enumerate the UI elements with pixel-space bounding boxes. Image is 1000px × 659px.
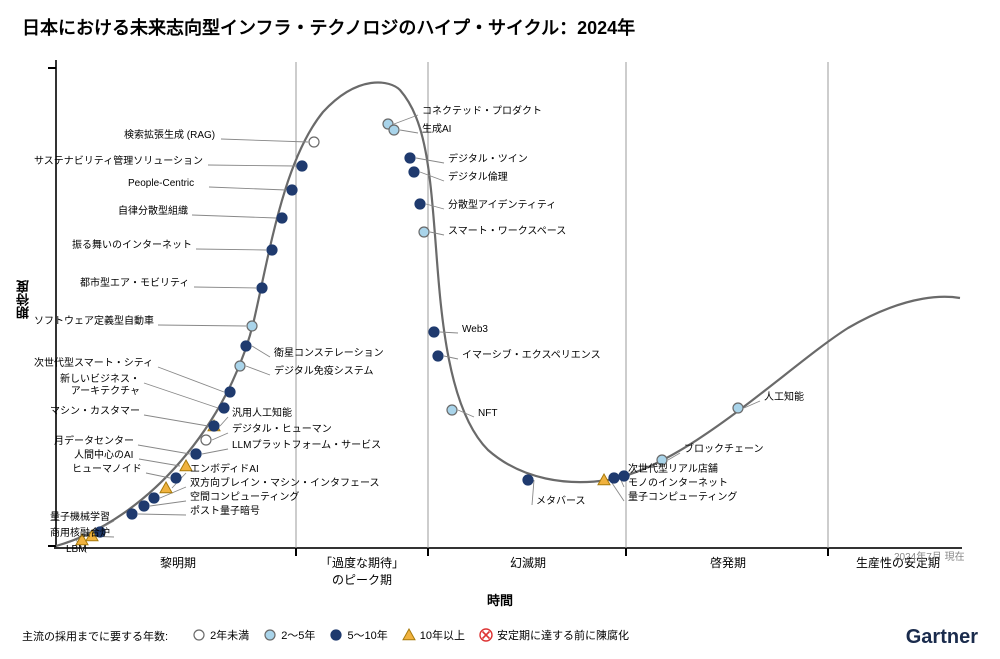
chart-title: 日本における未来志向型インフラ・テクノロジのハイプ・サイクル：2024年 [22, 14, 635, 40]
legend-title: 主流の採用までに要する年数: [22, 628, 168, 644]
tech-label: サステナビリティ管理ソリューション [34, 156, 203, 168]
tech-label: デジタル・ヒューマン [232, 424, 332, 436]
tech-label: Web3 [462, 324, 488, 336]
tech-label: コネクテッド・プロダクト [422, 106, 542, 118]
tech-label: LLMプラットフォーム・サービス [232, 440, 381, 452]
tech-label: NFT [478, 408, 497, 420]
tech-label: 自律分散型組織 [118, 206, 188, 218]
tech-label: 双方向ブレイン・マシン・インタフェース [190, 478, 380, 490]
legend-item-label: 10年以上 [420, 627, 465, 643]
legend-item: 5〜10年 [329, 627, 387, 643]
tech-label: マシン・カスタマー [50, 406, 140, 418]
legend-item-label: 安定期に達する前に陳腐化 [497, 627, 629, 643]
tech-label: 量子機械学習 [50, 512, 110, 524]
tech-label: デジタル・ツイン [448, 154, 528, 166]
phase-label: 「過度な期待」 のピーク期 [302, 554, 422, 588]
tech-label: メタバース [536, 496, 586, 508]
legend: 主流の採用までに要する年数: 2年未満 2〜5年 5〜10年 10年以上 安定期に達する… [22, 627, 629, 645]
hype-cycle-svg [48, 50, 968, 560]
tech-label: 商用核融合炉 [50, 528, 110, 540]
tech-label: 人工知能 [764, 392, 804, 404]
tech-label: 次世代型リアル店舗 [628, 464, 718, 476]
tech-label: ブロックチェーン [684, 444, 764, 456]
chart-area [48, 50, 968, 560]
tech-label: イマーシブ・エクスペリエンス [462, 350, 601, 362]
tech-label: モノのインターネット [628, 478, 728, 490]
tech-label: 衛星コンステレーション [274, 348, 384, 360]
tech-label: People-Centric [128, 178, 194, 190]
legend-item-label: 2〜5年 [281, 627, 315, 643]
gartner-brand: Gartner [906, 626, 978, 649]
tech-label: エンボディドAI [190, 464, 259, 476]
phase-label: 黎明期 [118, 554, 238, 571]
tech-label: 検索拡張生成 (RAG) [124, 130, 215, 142]
phase-label: 幻滅期 [468, 554, 588, 571]
tech-label: ヒューマノイド [72, 464, 142, 476]
tech-label: 生成AI [422, 124, 451, 136]
legend-item: 2〜5年 [263, 627, 315, 643]
tech-label: 月データセンター [54, 436, 134, 448]
tech-label: 次世代型スマート・シティ [34, 358, 153, 370]
tech-label: 人間中心のAI [74, 450, 133, 462]
y-axis-label: 期待度 [14, 280, 33, 319]
tech-label: ソフトウェア定義型自動車 [34, 316, 154, 328]
legend-item: 安定期に達する前に陳腐化 [479, 627, 629, 643]
tech-label: 汎用人工知能 [232, 408, 292, 420]
tech-label: 振る舞いのインターネット [72, 240, 192, 252]
tech-label: スマート・ワークスペース [448, 226, 566, 238]
tech-label: 量子コンピューティング [628, 492, 737, 504]
tech-label: デジタル倫理 [448, 172, 508, 184]
tech-label: LBM [66, 544, 87, 556]
tech-label: 新しいビジネス・ アーキテクチャ [60, 374, 140, 398]
legend-item-label: 5〜10年 [347, 627, 387, 643]
x-axis-label: 時間 [0, 590, 1000, 609]
tech-label: 分散型アイデンティティ [448, 200, 556, 212]
hype-cycle-container: 日本における未来志向型インフラ・テクノロジのハイプ・サイクル：2024年 期待度… [0, 0, 1000, 659]
legend-item: 2年未満 [192, 627, 249, 643]
phase-label: 啓発期 [668, 554, 788, 571]
legend-item-label: 2年未満 [210, 627, 249, 643]
date-note: 2024年7月 現在 [894, 548, 965, 563]
legend-item: 10年以上 [402, 627, 465, 643]
tech-label: ポスト量子暗号 [190, 506, 260, 518]
tech-label: 都市型エア・モビリティ [80, 278, 189, 290]
tech-label: デジタル免疫システム [274, 366, 374, 378]
tech-label: 空間コンピューティング [190, 492, 299, 504]
